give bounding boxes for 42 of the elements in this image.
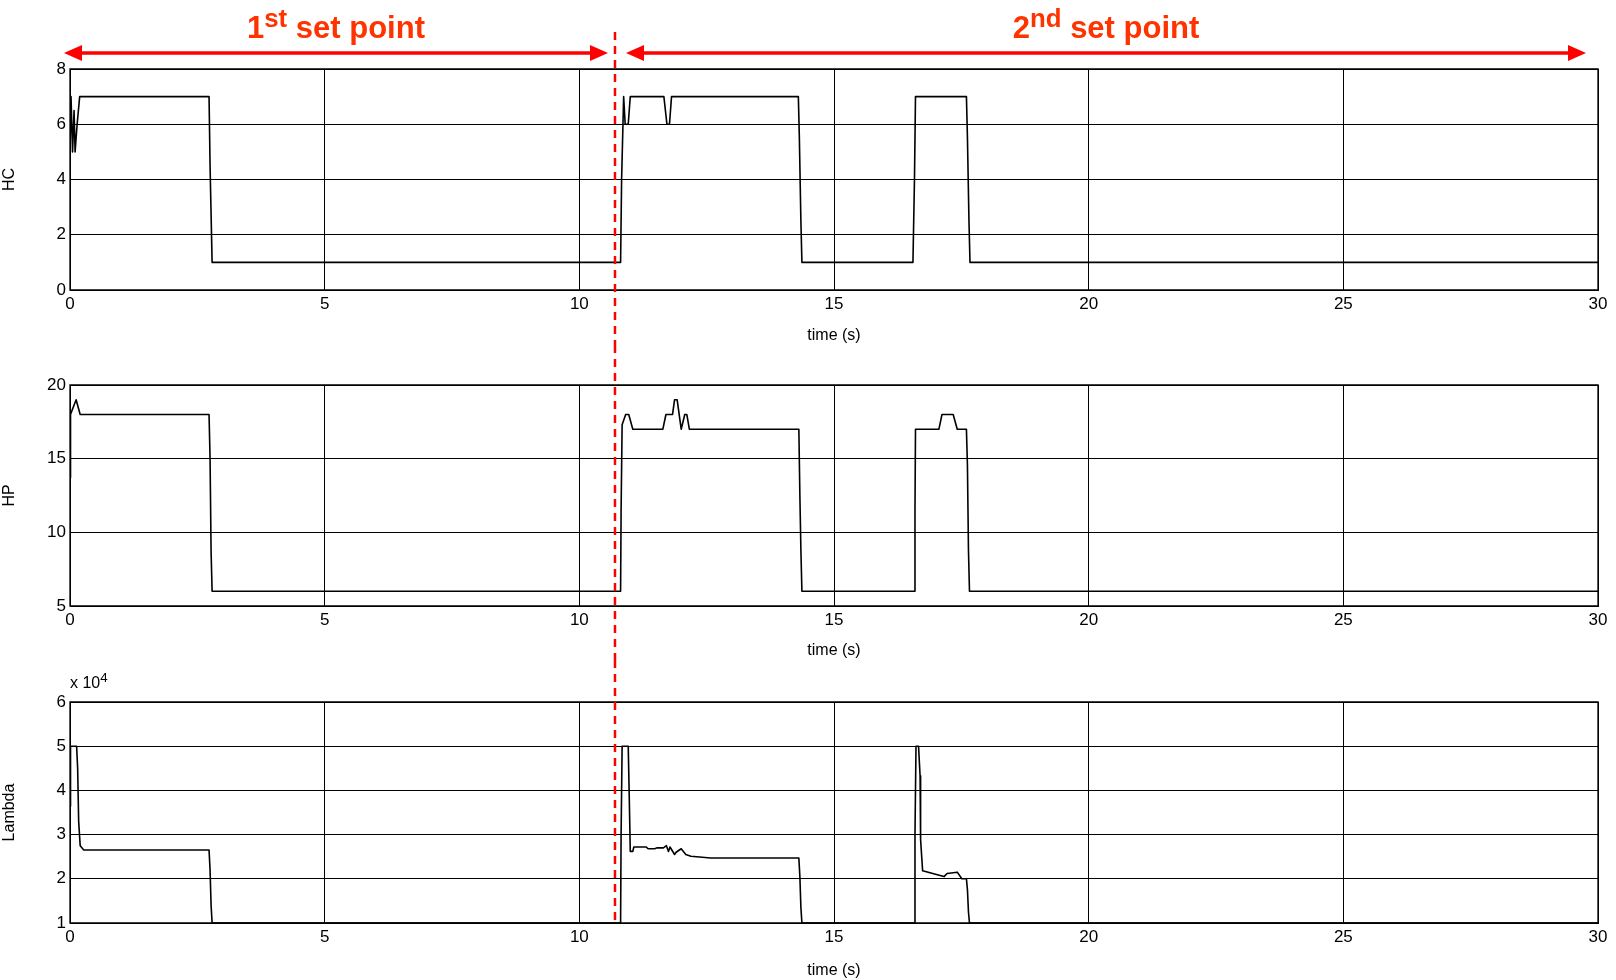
x-tick-label: 20 (1079, 926, 1099, 946)
y-tick-label: 5 (56, 735, 66, 755)
y-tick-label: 1 (56, 912, 66, 932)
x-tick-label: 30 (1588, 609, 1608, 629)
y-tick-label: 4 (56, 780, 66, 800)
x-tick-label: 10 (569, 926, 589, 946)
x-tick-label: 15 (824, 926, 844, 946)
y-tick-label: 3 (56, 824, 66, 844)
x-tick-label: 5 (319, 609, 330, 629)
y-tick-label: 6 (56, 691, 66, 711)
y-tick-label: 0 (56, 279, 66, 299)
y-axis-title: Lambda (0, 783, 18, 842)
x-tick-label: 25 (1333, 926, 1353, 946)
x-tick-label: 30 (1588, 293, 1608, 313)
y-tick-label: 2 (56, 224, 66, 244)
text: 1$^{st}$ set point (247, 4, 425, 47)
x-tick-label: 20 (1079, 609, 1099, 629)
x-tick-label: 10 (569, 609, 589, 629)
text: x 10$^{4}$ (70, 670, 108, 693)
y-axis-title: HC (0, 167, 18, 192)
y-tick-label: 20 (47, 374, 66, 394)
x-tick-label: 5 (319, 293, 330, 313)
y-axis-title: HP (0, 484, 18, 507)
y-tick-label: 4 (56, 169, 66, 189)
x-tick-label: 25 (1333, 609, 1353, 629)
x-tick-label: 10 (569, 293, 589, 313)
text: 2$^{nd}$ set point (1012, 4, 1200, 47)
y-tick-label: 15 (47, 448, 66, 468)
x-tick-label: 15 (824, 293, 844, 313)
x-tick-label: 20 (1079, 293, 1099, 313)
y-tick-label: 10 (47, 522, 66, 542)
x-tick-label: 5 (319, 926, 330, 946)
y-tick-label: 5 (56, 595, 66, 615)
x-tick-label: 25 (1333, 293, 1353, 313)
x-axis-title: time (s) (807, 640, 861, 658)
y-tick-label: 8 (56, 58, 66, 78)
x-axis-title: time (s) (807, 325, 861, 343)
x-tick-label: 15 (824, 609, 844, 629)
y-tick-label: 6 (56, 113, 66, 133)
x-tick-label: 30 (1588, 926, 1608, 946)
x-axis-title: time (s) (807, 960, 861, 978)
y-tick-label: 2 (56, 868, 66, 888)
